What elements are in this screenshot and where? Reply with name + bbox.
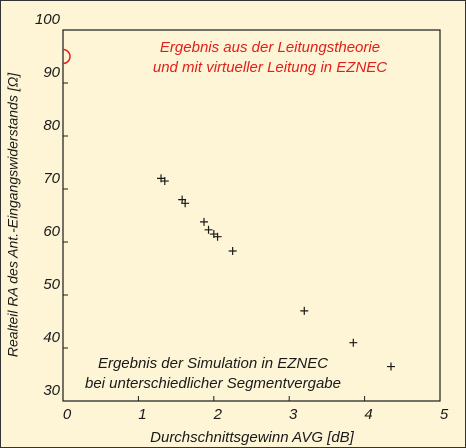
marker — [228, 247, 237, 256]
x-tick-label: 2 — [213, 406, 223, 423]
annotation: Ergebnis aus der Leitungstheorie — [160, 39, 380, 56]
y-tick-label: 60 — [43, 223, 60, 240]
x-tick-label: 3 — [289, 406, 298, 423]
x-tick-label: 0 — [63, 406, 72, 423]
annotation: Ergebnis der Simulation in EZNEC — [98, 355, 328, 372]
x-tick-label: 5 — [440, 406, 449, 423]
y-tick-label: 80 — [43, 117, 60, 134]
y-tick-label: 40 — [43, 329, 60, 346]
marker — [386, 362, 395, 371]
marker — [63, 48, 71, 65]
marker — [204, 225, 213, 234]
y-tick-label: 70 — [43, 170, 60, 187]
y-tick-label: 30 — [43, 382, 60, 399]
plot-area — [62, 29, 441, 402]
x-tick-label: 4 — [364, 406, 372, 423]
marker — [300, 306, 309, 315]
annotation: bei unterschiedlicher Segmentvergabe — [85, 375, 341, 392]
marker — [349, 338, 358, 347]
x-axis-label: Durchschnittsgewinn AVG [dB] — [150, 429, 355, 446]
y-tick-label: 50 — [43, 276, 60, 293]
marker — [160, 177, 169, 186]
y-tick-label: 90 — [43, 64, 60, 81]
marker — [181, 199, 190, 208]
x-tick-label: 1 — [138, 406, 146, 423]
y-axis-label: Realteil RA des Ant.-Eingangswiderstands… — [5, 72, 21, 357]
y-tick-label: 100 — [35, 11, 61, 28]
annotation: und mit virtueller Leitung in EZNEC — [153, 59, 387, 76]
marker — [213, 232, 222, 241]
marker — [199, 217, 208, 226]
